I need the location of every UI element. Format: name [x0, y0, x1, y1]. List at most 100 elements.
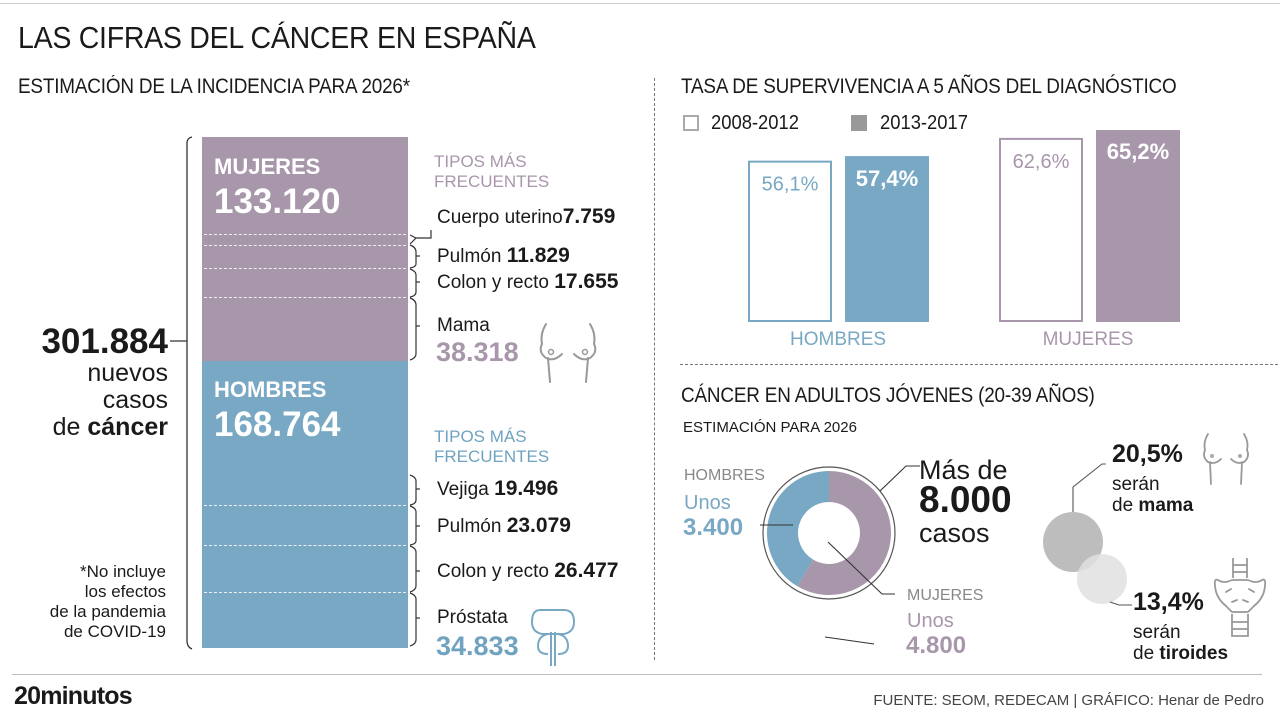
- divider-dash: [204, 297, 406, 298]
- caption-text: de: [1112, 495, 1139, 516]
- young-total: Más de 8.000 casos: [919, 455, 1012, 548]
- logo: 20minutos: [14, 682, 133, 710]
- legend-label-2008: 2008-2012: [711, 112, 800, 134]
- young-men-label: HOMBRES: [684, 467, 765, 484]
- type-value: 19.496: [494, 477, 559, 500]
- heading-line: FRECUENTES: [434, 447, 550, 466]
- survival-category-women: MUJERES: [1042, 329, 1134, 350]
- legend-label-2013: 2013-2017: [880, 112, 969, 134]
- total-value: 8.000: [919, 479, 1012, 520]
- young-heading: CÁNCER EN ADULTOS JÓVENES (20-39 AÑOS): [681, 384, 1095, 407]
- thyroid-icon: [1213, 558, 1267, 637]
- legend-filled-swatch: [851, 115, 867, 131]
- type-name: Vejiga: [437, 479, 489, 500]
- footnote-line: los efectos: [84, 582, 166, 601]
- type-name: Colon y recto: [437, 561, 549, 582]
- men-types-heading: TIPOS MÁS FRECUENTES: [434, 427, 549, 467]
- survival-chart: 56,1% 57,4% 62,6% 65,2%: [748, 130, 1180, 323]
- young-subheading: ESTIMACIÓN PARA 2026: [683, 419, 857, 436]
- men-type-item: Colon y recto 26.477: [437, 559, 618, 583]
- survival-bar-hombres-2013-2017: [845, 156, 929, 322]
- survival-bar-mujeres-2013-2017: [1096, 130, 1180, 322]
- caption-line: serán: [1133, 622, 1181, 643]
- women-type-item: Colon y recto 17.655: [437, 270, 618, 294]
- young-men-pre: Unos: [684, 492, 731, 514]
- women-type-item: Pulmón 11.829: [437, 244, 570, 268]
- heading-line: TIPOS MÁS: [434, 152, 527, 171]
- women-top-value: 38.318: [436, 337, 519, 367]
- type-value: 11.829: [506, 244, 570, 267]
- legend-outline-swatch: [683, 115, 699, 131]
- men-value: 168.764: [214, 405, 341, 444]
- divider-dash: [204, 268, 406, 269]
- breast-bubble: [1043, 512, 1103, 572]
- type-name: Pulmón: [437, 246, 502, 267]
- footnote-line: de COVID-19: [63, 622, 166, 641]
- horizontal-divider: [680, 364, 1278, 365]
- men-type-item: Vejiga 19.496: [437, 477, 558, 501]
- women-value: 133.120: [214, 182, 341, 221]
- total-cases-caption: nuevos casos de cáncer: [53, 360, 168, 441]
- women-types-heading: TIPOS MÁS FRECUENTES: [434, 152, 549, 192]
- women-type-name: Mama: [437, 315, 490, 336]
- source-credit: FUENTE: SEOM, REDECAM | GRÁFICO: Henar d…: [873, 692, 1264, 709]
- caption-line: nuevos: [87, 359, 168, 387]
- men-top-value: 34.833: [436, 631, 519, 661]
- young-women-label: MUJERES: [907, 587, 984, 604]
- donut-leaders: [760, 465, 920, 645]
- footer-rule: [12, 674, 1262, 675]
- vertical-divider: [654, 78, 655, 660]
- type-value: 23.079: [506, 514, 571, 537]
- women-leader: [827, 541, 895, 595]
- caption-line: serán: [1112, 474, 1160, 495]
- survival-value-label: 65,2%: [1107, 139, 1169, 164]
- type-name: Pulmón: [437, 516, 502, 537]
- type-name: Colon y recto: [437, 272, 549, 293]
- top-rule: [0, 3, 1280, 4]
- type-value: 7.759: [562, 205, 616, 228]
- donut-chart: [762, 466, 896, 600]
- survival-value-label: 56,1%: [762, 174, 819, 196]
- caption-bold: tiroides: [1159, 643, 1229, 664]
- donut-slice-mujeres: [797, 471, 891, 595]
- survival-bar-mujeres-2008-2012: [999, 137, 1083, 323]
- total-cases-value: 301.884: [41, 322, 168, 361]
- type-brackets: [409, 230, 432, 647]
- caption-bold: cáncer: [87, 413, 168, 441]
- donut-slice-hombres: [767, 471, 829, 587]
- divider-dash: [204, 592, 406, 593]
- survival-bar-hombres-2008-2012: [748, 160, 832, 323]
- caption-line: casos: [102, 386, 168, 414]
- thyroid-bubble: [1077, 554, 1127, 604]
- caption-text: de: [1133, 643, 1160, 664]
- breast-pct: 20,5%: [1112, 440, 1183, 468]
- survival-category-men: HOMBRES: [790, 329, 887, 350]
- men-type-name: Próstata: [437, 607, 508, 628]
- total-bracket: [170, 136, 193, 650]
- heading-line: FRECUENTES: [434, 172, 550, 191]
- breasts-icon: [539, 323, 597, 383]
- women-segment: [202, 137, 408, 361]
- type-value: 17.655: [554, 270, 619, 293]
- caption-text: de: [52, 413, 88, 441]
- young-women-pre: Unos: [907, 610, 954, 632]
- women-label: MUJERES: [214, 154, 321, 179]
- young-women-value: 4.800: [906, 632, 967, 659]
- men-segment: [202, 361, 408, 648]
- divider-dash: [204, 545, 406, 546]
- breast-caption: serán de mama: [1112, 474, 1193, 516]
- page-title: LAS CIFRAS DEL CÁNCER EN ESPAÑA: [18, 20, 536, 55]
- divider-dash: [204, 505, 406, 506]
- footnote-line: de la pandemia: [49, 602, 166, 621]
- men-type-item: Pulmón 23.079: [437, 514, 571, 538]
- caption-line: de cáncer: [53, 414, 168, 441]
- bubbles: [1043, 463, 1132, 606]
- incidence-heading: ESTIMACIÓN DE LA INCIDENCIA PARA 2026*: [18, 75, 410, 98]
- type-value: 26.477: [554, 559, 619, 582]
- survival-value-label: 62,6%: [1013, 151, 1070, 173]
- caption-bold: mama: [1138, 495, 1194, 516]
- breasts-icon: [1203, 433, 1249, 485]
- young-men-value: 3.400: [683, 514, 744, 541]
- total-pre: Más de: [919, 455, 1008, 485]
- total-post: casos: [919, 518, 990, 548]
